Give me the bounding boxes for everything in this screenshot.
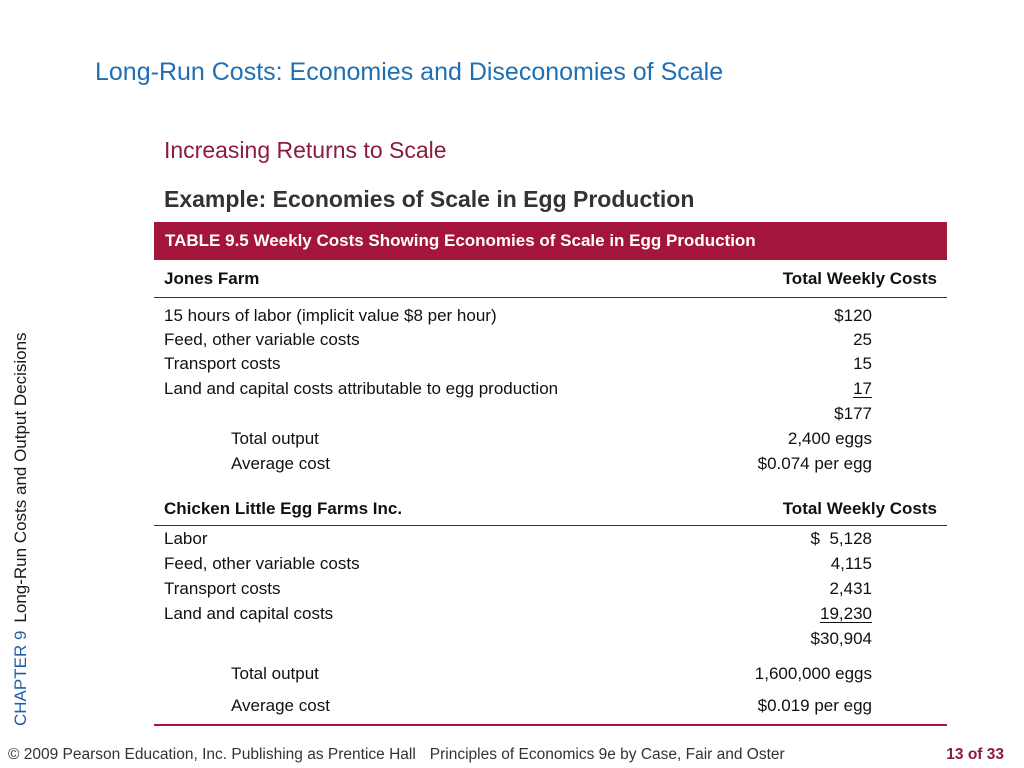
row-label: 15 hours of labor (implicit value $8 per… <box>164 306 497 325</box>
row-label: Total output <box>231 664 319 683</box>
row-label: Land and capital costs attributable to e… <box>164 379 559 398</box>
jones-farm-header: Jones Farm Total Weekly Costs <box>164 269 937 289</box>
slide-subtitle: Increasing Returns to Scale <box>164 137 447 163</box>
row-label: Transport costs <box>164 579 281 598</box>
row-value: 1,600,000 eggs <box>754 664 872 683</box>
table-row: 15 hours of labor (implicit value $8 per… <box>164 305 872 327</box>
subtotal-row: $30,904 <box>164 628 872 650</box>
row-value: $0.019 per egg <box>757 696 872 715</box>
row-label: Labor <box>164 529 208 548</box>
row-value: 17 <box>853 379 872 398</box>
row-value: 15 <box>853 354 872 373</box>
row-value: $ 5,128 <box>810 529 872 548</box>
section-divider <box>154 525 947 526</box>
row-label: Feed, other variable costs <box>164 330 360 349</box>
book-credit: Principles of Economics 9e by Case, Fair… <box>429 746 785 763</box>
table-row: Transport costs 2,431 <box>164 578 872 600</box>
total-output-row: Total output 2,400 eggs <box>164 428 872 450</box>
row-value: $177 <box>834 404 872 423</box>
copyright-text: © 2009 Pearson Education, Inc. Publishin… <box>8 746 416 763</box>
table-row: Feed, other variable costs 25 <box>164 329 872 351</box>
table-row: Feed, other variable costs 4,115 <box>164 553 872 575</box>
row-label: Average cost <box>231 696 330 715</box>
page-number: 13 of 33 <box>946 746 1004 763</box>
chicken-little-col-header: Total Weekly Costs <box>782 499 937 518</box>
row-label: Land and capital costs <box>164 604 334 623</box>
row-value: 2,400 eggs <box>787 429 872 448</box>
row-value: 4,115 <box>830 554 872 573</box>
total-output-row: Total output 1,600,000 eggs <box>164 663 872 685</box>
section-divider <box>154 297 947 298</box>
table-row: Land and capital costs 19,230 <box>164 603 872 625</box>
table-row: Labor $ 5,128 <box>164 528 872 550</box>
example-heading: Example: Economies of Scale in Egg Produ… <box>164 186 695 212</box>
row-label: Total output <box>231 429 319 448</box>
row-label: Transport costs <box>164 354 281 373</box>
table-row: Transport costs 15 <box>164 353 872 375</box>
table-row: Land and capital costs attributable to e… <box>164 378 872 400</box>
table-caption: TABLE 9.5 Weekly Costs Showing Economies… <box>154 222 947 260</box>
subtotal-row: $177 <box>164 403 872 425</box>
row-label: Average cost <box>231 454 330 473</box>
chicken-little-name: Chicken Little Egg Farms Inc. <box>164 499 403 518</box>
table-bottom-rule <box>154 724 947 726</box>
chapter-title: Long-Run Costs and Output Decisions <box>11 332 30 623</box>
row-value: $120 <box>834 306 872 325</box>
row-value: 19,230 <box>820 604 872 623</box>
row-value: 25 <box>853 330 872 349</box>
chapter-sidebar: CHAPTER 9 Long-Run Costs and Output Decis… <box>6 256 36 726</box>
row-label: Feed, other variable costs <box>164 554 360 573</box>
jones-farm-col-header: Total Weekly Costs <box>782 269 937 288</box>
jones-farm-name: Jones Farm <box>164 269 260 288</box>
row-value: 2,431 <box>829 579 872 598</box>
row-value: $30,904 <box>810 629 872 648</box>
average-cost-row: Average cost $0.019 per egg <box>164 695 872 717</box>
average-cost-row: Average cost $0.074 per egg <box>164 453 872 475</box>
slide-title: Long-Run Costs: Economies and Diseconomi… <box>95 58 724 86</box>
chicken-little-header: Chicken Little Egg Farms Inc. Total Week… <box>164 499 937 519</box>
chapter-number: CHAPTER 9 <box>11 630 30 726</box>
row-value: $0.074 per egg <box>757 454 872 473</box>
footer: © 2009 Pearson Education, Inc. Publishin… <box>8 746 785 764</box>
